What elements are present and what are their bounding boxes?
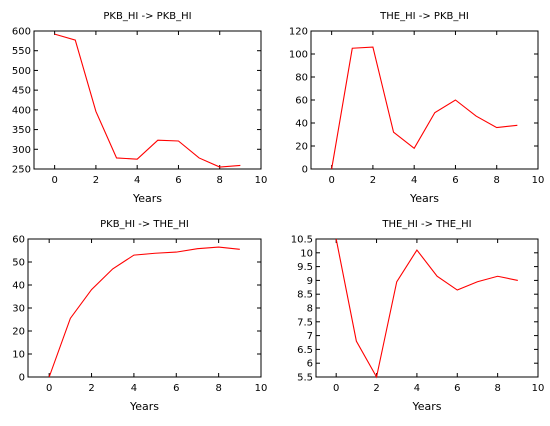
x-axis-label: Years [129,400,159,413]
x-tick-label: 4 [134,175,140,186]
y-tick-label: 500 [12,66,31,77]
x-tick-label: 0 [328,175,334,186]
y-tick-label: 300 [12,145,31,156]
y-tick-label: 100 [289,50,308,61]
x-axis-label: Years [132,192,162,205]
y-tick-label: 7 [307,331,313,342]
x-axis-label: Years [409,192,439,205]
y-tick-label: 9 [307,276,313,287]
y-tick-label: 6.5 [297,345,313,356]
y-tick-label: 0 [19,373,25,384]
y-tick-label: 10 [12,350,25,361]
x-tick-label: 10 [532,175,545,186]
y-tick-label: 50 [12,258,25,269]
x-tick-label: 10 [255,175,268,186]
x-tick-label: 2 [88,383,94,394]
y-tick-label: 8 [307,304,313,315]
x-tick-label: 8 [217,175,223,186]
y-tick-label: 250 [12,165,31,176]
y-tick-label: 450 [12,86,31,97]
y-tick-label: 80 [295,73,308,84]
y-tick-label: 10.5 [291,235,313,246]
chart-panel-1: PKB_HI -> PKB_HI 0 2 4 6 8 10 250 300 350 400 450 50… [12,11,267,205]
x-tick-label: 2 [93,175,99,186]
x-tick-label: 4 [414,383,420,394]
y-tick-label: 5.5 [297,373,313,384]
x-tick-label: 10 [532,383,545,394]
x-tick-label: 0 [46,383,52,394]
x-tick-label: 0 [51,175,57,186]
y-tick-label: 8.5 [297,290,313,301]
x-tick-label: 8 [494,175,500,186]
x-tick-label: 6 [452,175,458,186]
y-tick-label: 20 [295,142,308,153]
x-tick-label: 6 [175,175,181,186]
y-tick-label: 10 [300,248,313,259]
y-tick-label: 9.5 [297,262,313,273]
chart-title: THE_HI -> THE_HI [381,219,471,230]
x-tick-label: 8 [215,383,221,394]
y-tick-label: 20 [12,327,25,338]
x-tick-label: 4 [411,175,417,186]
x-axis-label: Years [411,400,441,413]
series-line [331,46,518,170]
y-tick-label: 60 [12,235,25,246]
y-tick-label: 0 [302,165,308,176]
chart-panel-2: THE_HI -> PKB_HI0 2 4 6 8 10020406080100120Ye… [289,11,544,205]
y-tick-label: 7.5 [297,317,313,328]
x-tick-label: 0 [333,383,339,394]
plot-frame [27,238,262,378]
x-tick-label: 8 [494,383,500,394]
x-tick-label: 4 [131,383,137,394]
x-tick-label: 6 [454,383,460,394]
series-line [48,246,240,378]
x-tick-label: 6 [173,383,179,394]
plot-frame [33,30,262,170]
chart-title: PKB_HI -> THE_HI [100,219,189,230]
y-tick-label: 550 [12,46,31,57]
x-tick-label: 10 [255,383,268,394]
series-line [335,238,518,379]
y-tick-label: 600 [12,27,31,38]
y-tick-label: 6 [307,359,313,370]
chart-panel-3: PKB_HI -> THE_HI 0 2 4 6 8 10 0 10 20 30 40 50 60 Year… [12,219,267,413]
series-line [54,33,241,168]
chart-title: PKB_HI -> PKB_HI [103,11,191,22]
y-tick-label: 40 [12,281,25,292]
y-tick-label: 120 [289,27,308,38]
plot-frame [310,30,539,170]
x-tick-label: 2 [373,383,379,394]
y-tick-label: 350 [12,125,31,136]
y-tick-label: 30 [12,304,25,315]
chart-title: THE_HI -> PKB_HI [379,11,469,22]
chart-panel-4: THE_HI -> THE_HI 0 2 4 6 8 10 5.5 6 6.5 7 7.5 8 8.5 9 9… [291,219,545,413]
y-tick-label: 40 [295,119,308,130]
x-tick-label: 2 [370,175,376,186]
y-tick-label: 60 [295,96,308,107]
y-tick-label: 400 [12,105,31,116]
